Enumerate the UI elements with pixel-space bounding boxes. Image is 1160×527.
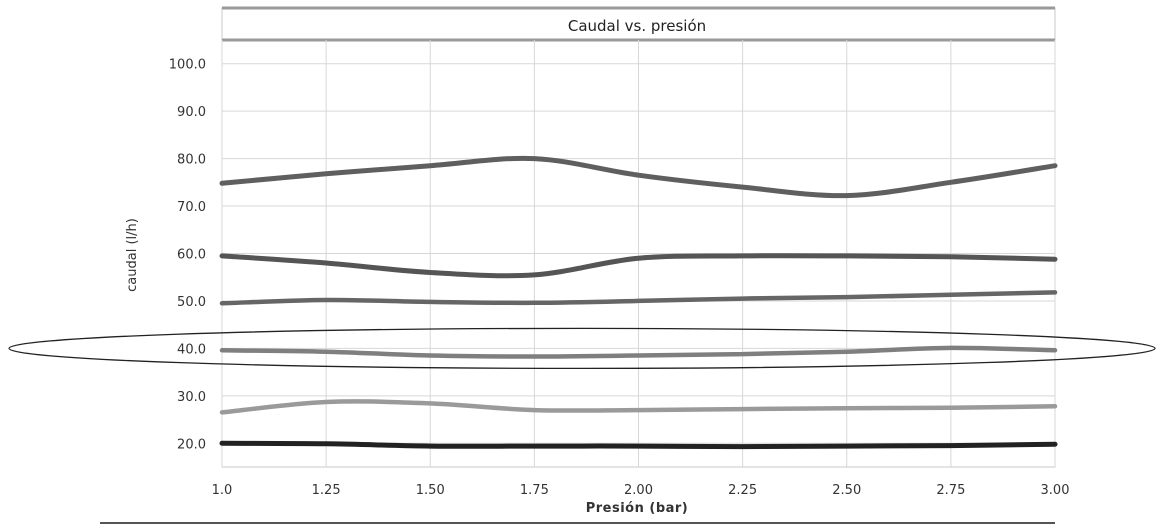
y-tick-label: 100.0	[169, 58, 206, 73]
x-tick-label: 2.75	[936, 483, 965, 498]
x-tick-label: 3.00	[1041, 483, 1070, 498]
y-tick-label: 80.0	[177, 153, 206, 168]
x-tick-label: 2.25	[728, 483, 757, 498]
chart-title: Caudal vs. presión	[568, 17, 706, 35]
y-tick-label: 30.0	[177, 390, 206, 405]
y-axis-title: caudal (l/h)	[125, 218, 140, 292]
x-tick-label: 2.50	[832, 483, 861, 498]
y-tick-label: 70.0	[177, 200, 206, 215]
series-line-1	[219, 155, 1058, 199]
highlight-ellipse	[8, 327, 1156, 370]
series-line-6	[219, 440, 1058, 450]
series-line-5	[219, 399, 1058, 415]
series-line-2	[219, 253, 1058, 279]
x-tick-label: 1.50	[416, 483, 445, 498]
x-tick-label: 2.00	[624, 483, 653, 498]
series-line-4	[219, 345, 1058, 359]
x-tick-label: 1.75	[520, 483, 549, 498]
y-tick-label: 90.0	[177, 105, 206, 120]
y-tick-label: 50.0	[177, 295, 206, 310]
x-axis-title: Presión (bar)	[586, 501, 689, 516]
x-tick-label: 1.0	[212, 483, 233, 498]
y-tick-label: 20.0	[177, 437, 206, 452]
x-tick-label: 1.25	[312, 483, 341, 498]
series-line-3	[219, 290, 1058, 306]
y-tick-label: 60.0	[177, 248, 206, 263]
y-tick-label: 40.0	[177, 342, 206, 357]
